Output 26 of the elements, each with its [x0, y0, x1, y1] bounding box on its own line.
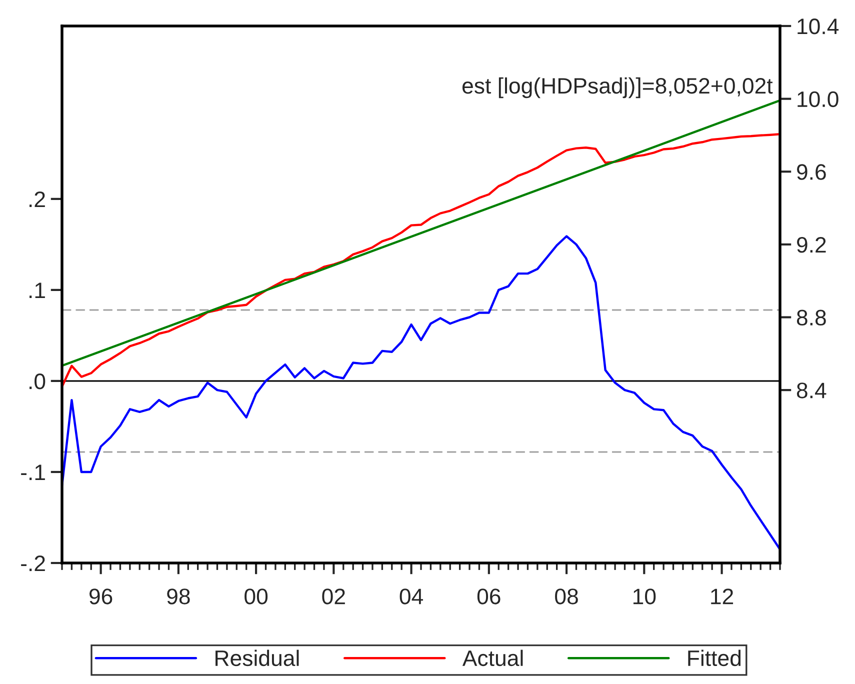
- annotation: est [log(HDPsadj)]=8,052+0,02t: [462, 77, 773, 98]
- legend-label: Residual: [216, 650, 299, 666]
- y2-tick-label: 9.6: [797, 164, 826, 180]
- y2-tick-label: 9.2: [797, 236, 826, 253]
- legend-label: Fitted: [688, 650, 741, 666]
- line-series: [62, 133, 780, 388]
- x-tick-label: 04: [400, 588, 424, 604]
- x-tick-label: 10: [634, 588, 656, 604]
- y2-tick-label: 10.0: [798, 91, 838, 108]
- legend-label: Actual: [462, 650, 523, 666]
- x-tick-label: 08: [555, 588, 578, 604]
- x-tick-label: 98: [167, 588, 190, 604]
- y-tick-label: -.2: [21, 556, 45, 572]
- y2-tick-label: 8.4: [796, 382, 826, 398]
- x-tick-label: 02: [322, 588, 345, 604]
- y-tick-label: .1: [30, 282, 45, 298]
- x-tick-label: 96: [89, 588, 112, 604]
- y2-tick-label: 8.8: [796, 310, 826, 326]
- y-tick-label: .2: [30, 191, 45, 207]
- y2-tick-label: 10.4: [798, 18, 839, 34]
- line-series: [62, 235, 780, 550]
- y-tick-label: -.1: [21, 464, 45, 480]
- x-tick-label: 00: [244, 588, 268, 604]
- x-tick-label: 06: [477, 588, 500, 604]
- x-tick-label: 12: [711, 588, 734, 604]
- y-tick-label: .0: [30, 374, 46, 390]
